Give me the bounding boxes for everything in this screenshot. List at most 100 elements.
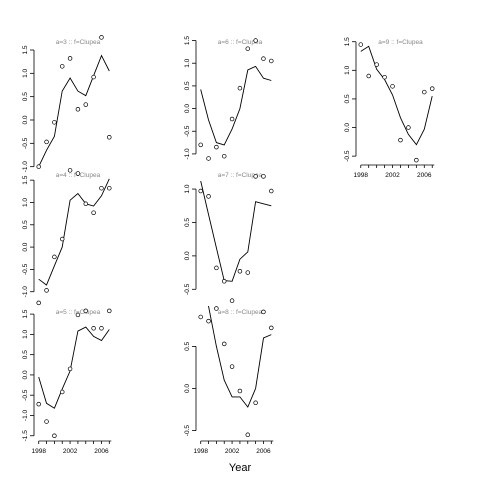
y-tick-label: 1.5: [22, 175, 29, 184]
observation-point: [75, 312, 81, 318]
y-tick-label: -0.5: [184, 425, 191, 437]
y-tick-label: -1.0: [184, 148, 191, 160]
model-line: [360, 45, 433, 146]
observation-point: [67, 168, 73, 173]
x-tick-label: 1998: [31, 448, 46, 455]
y-tick-label: 0.5: [184, 342, 191, 351]
y-tick-label: 0.5: [22, 350, 29, 359]
panel-label: a=3 :: f=Clupea: [56, 39, 101, 46]
observation-point: [91, 326, 96, 331]
observation-point: [44, 288, 49, 293]
y-tick-label: -0.5: [184, 125, 191, 137]
observation-point: [229, 116, 235, 122]
observation-point: [253, 38, 258, 43]
observation-point: [229, 364, 235, 369]
observation-point: [44, 139, 49, 145]
x-tick-label: 2002: [225, 448, 240, 455]
model-line: [38, 54, 110, 167]
observation-point: [52, 433, 57, 439]
y-tick-label: 0.5: [184, 218, 191, 227]
observation-point: [237, 268, 243, 274]
y-tick-label: 1.0: [344, 65, 351, 74]
observation-point: [99, 185, 104, 191]
y-tick-label: 1.5: [22, 45, 29, 54]
y-tick-label: -1.0: [22, 161, 29, 173]
x-tick-label: 2006: [417, 172, 432, 179]
y-tick-label: 0.5: [184, 81, 191, 90]
observation-point: [422, 89, 427, 95]
y-tick-label: 1.5: [22, 309, 29, 318]
observation-point: [261, 309, 266, 315]
y-tick-label: -1.0: [22, 286, 29, 298]
observation-point: [221, 279, 227, 284]
model-line: [38, 326, 110, 409]
observation-point: [83, 102, 89, 107]
observation-point: [99, 35, 104, 40]
observation-point: [245, 432, 251, 438]
observation-point: [206, 318, 211, 324]
y-tick-label: 0.0: [22, 242, 29, 251]
model-line: [207, 306, 272, 408]
x-tick-label: 2002: [385, 172, 400, 179]
observation-point: [107, 135, 112, 140]
y-tick-label: -0.5: [22, 263, 29, 275]
x-tick-label: 2006: [94, 448, 109, 455]
observation-point: [52, 120, 57, 125]
x-axis-title: Year: [229, 462, 252, 474]
y-tick-label: 0.5: [22, 220, 29, 229]
observation-point: [398, 137, 403, 143]
x-tick-label: 1998: [354, 172, 369, 179]
observation-point: [67, 366, 73, 372]
y-tick-label: 1.0: [184, 58, 191, 67]
observation-point: [245, 270, 251, 275]
y-tick-label: 0.5: [344, 94, 351, 103]
observation-point: [237, 85, 243, 91]
y-tick-label: -0.5: [22, 137, 29, 149]
y-tick-label: 1.0: [22, 68, 29, 77]
y-tick-label: 0.0: [22, 370, 29, 379]
panel-label: a=7 :: f=Clupea: [218, 172, 263, 179]
observation-point: [214, 265, 219, 271]
y-tick-label: 1.0: [22, 198, 29, 207]
observation-point: [83, 201, 89, 207]
observation-point: [36, 300, 41, 306]
observation-point: [221, 341, 227, 347]
observation-point: [206, 194, 211, 199]
observation-point: [261, 56, 266, 61]
model-line: [200, 180, 272, 282]
observation-point: [59, 389, 65, 395]
model-line: [200, 65, 272, 146]
y-tick-label: 0.0: [184, 251, 191, 260]
y-tick-label: -0.5: [22, 389, 29, 401]
observation-point: [221, 153, 227, 159]
x-tick-label: 1998: [193, 448, 208, 455]
y-tick-label: 1.0: [184, 184, 191, 193]
observation-point: [269, 58, 274, 64]
x-tick-label: 2002: [63, 448, 78, 455]
observation-point: [390, 84, 395, 89]
observation-point: [358, 42, 364, 47]
y-tick-label: -0.5: [184, 283, 191, 295]
y-tick-label: 0.5: [22, 92, 29, 101]
observation-point: [75, 171, 81, 176]
y-tick-label: 0.0: [22, 115, 29, 124]
observation-point: [52, 254, 57, 260]
observation-point: [253, 174, 258, 179]
observation-point: [107, 308, 112, 314]
y-tick-label: 1.0: [22, 329, 29, 338]
observation-point: [91, 74, 96, 80]
observation-point: [91, 210, 96, 215]
panel-label: a=8 :: f=Clupea: [218, 309, 263, 316]
x-tick-label: 2006: [256, 448, 271, 455]
y-tick-label: -0.5: [344, 150, 351, 162]
observation-point: [59, 64, 65, 69]
observation-point: [214, 306, 219, 311]
observation-point: [269, 188, 274, 194]
panel-label: a=5 :: f=Clupea: [56, 309, 101, 316]
panel-label: a=6 :: f=Clupea: [218, 39, 263, 46]
observation-point: [198, 188, 203, 194]
y-tick-label: 0.0: [184, 104, 191, 113]
observation-point: [99, 326, 104, 331]
observation-point: [36, 401, 41, 407]
